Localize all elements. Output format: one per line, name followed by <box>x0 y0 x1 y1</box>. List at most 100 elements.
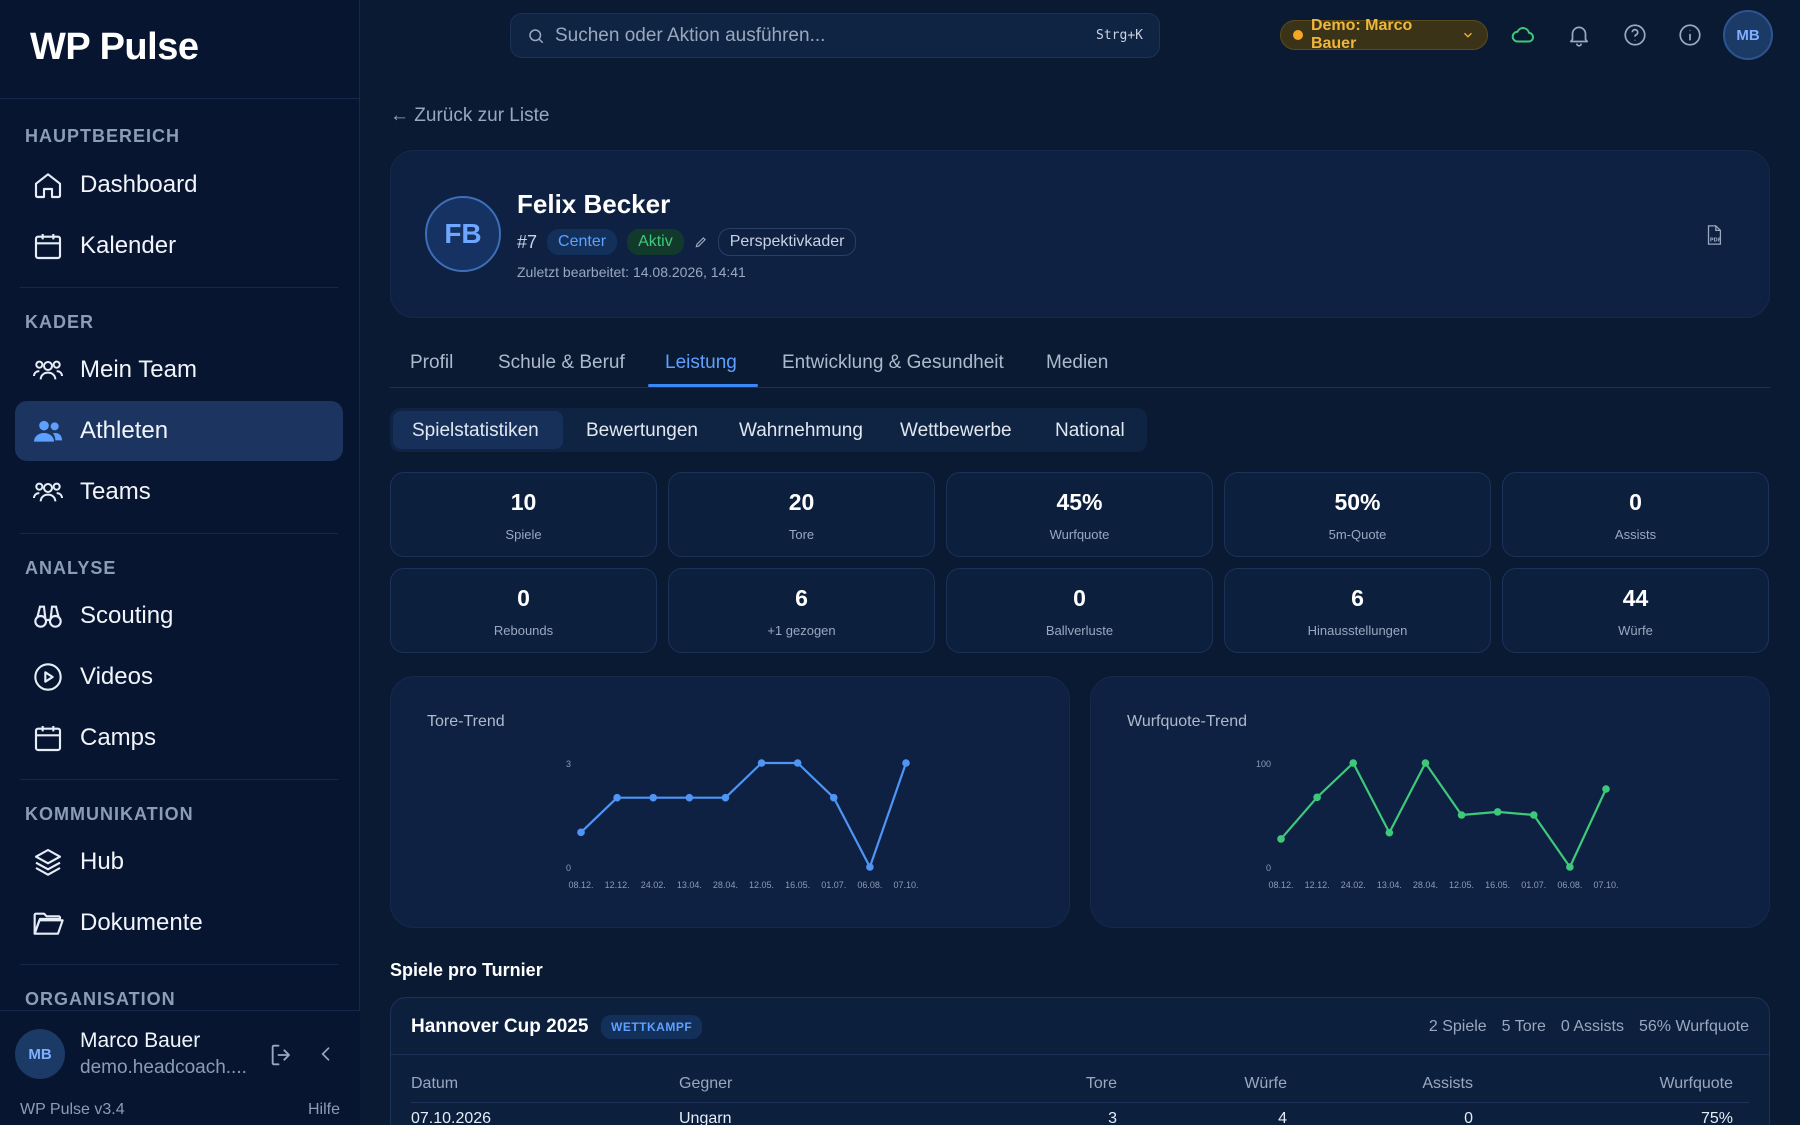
divider <box>0 98 360 99</box>
home-icon <box>31 168 65 202</box>
table-cell-assists: 0 <box>1464 1110 1473 1125</box>
data-point[interactable] <box>1457 811 1466 819</box>
summary-assists: 0 Assists <box>1560 1018 1624 1035</box>
sidebar-item-teams[interactable]: Teams <box>15 462 343 522</box>
stat-label: 5m-Quote <box>1328 527 1387 542</box>
data-point[interactable] <box>1529 811 1538 819</box>
folder-icon <box>31 906 65 940</box>
sidebar-item-camps[interactable]: Camps <box>15 708 343 768</box>
users-icon <box>31 353 65 387</box>
data-point[interactable] <box>1385 828 1394 837</box>
x-tick-label: 28.04. <box>1413 880 1438 890</box>
column-header: Assists <box>1422 1075 1473 1092</box>
demo-label: Demo: Marco Bauer <box>1310 17 1413 52</box>
data-point[interactable] <box>902 759 910 767</box>
stat-label: Hinausstellungen <box>1307 623 1408 638</box>
column-header: Wurfquote <box>1659 1075 1733 1092</box>
subtab-wahrnehmung[interactable]: Wahrnehmung <box>739 420 863 441</box>
sub-tabs: Spielstatistiken Bewertungen Wahrnehmung… <box>390 408 1147 452</box>
subtab-national[interactable]: National <box>1055 420 1125 441</box>
position-badge: Center <box>547 229 618 255</box>
sidebar-item-label: Camps <box>80 724 157 751</box>
x-tick-label: 12.05. <box>1449 880 1474 890</box>
stat-label: Ballverluste <box>1045 623 1114 638</box>
data-point[interactable] <box>685 793 694 802</box>
data-point[interactable] <box>793 759 802 767</box>
back-link[interactable]: ← Zurück zur Liste <box>390 105 550 126</box>
data-point[interactable] <box>721 793 730 802</box>
tab-medien[interactable]: Medien <box>1046 352 1109 373</box>
data-point[interactable] <box>1493 808 1502 816</box>
sidebar-item-label: Mein Team <box>80 356 197 383</box>
subtab-wettbewerbe[interactable]: Wettbewerbe <box>900 420 1012 441</box>
cloud-sync-icon[interactable] <box>1510 22 1536 48</box>
tab-schule-beruf[interactable]: Schule & Beruf <box>498 352 625 373</box>
data-point[interactable] <box>1421 759 1430 767</box>
stat-card-ballverluste: 0 Ballverluste <box>946 568 1213 653</box>
data-point[interactable] <box>829 793 838 802</box>
data-point[interactable] <box>1566 863 1574 871</box>
pdf-file-icon[interactable]: PDF <box>1703 224 1725 246</box>
section-label-kommunikation: KOMMUNIKATION <box>25 804 194 824</box>
sidebar-item-athleten[interactable]: Athleten <box>15 401 343 461</box>
x-tick-label: 06.08. <box>1557 880 1582 890</box>
data-point[interactable] <box>866 863 874 871</box>
tournament-card[interactable]: Hannover Cup 2025 WETTKAMPF 2 Spiele 5 T… <box>390 997 1770 1125</box>
sidebar-item-dokumente[interactable]: Dokumente <box>15 893 343 953</box>
sidebar-item-kalender[interactable]: Kalender <box>15 216 343 276</box>
athlete-name: Felix Becker <box>517 189 671 219</box>
app-logo[interactable]: WP Pulse <box>30 26 199 68</box>
main-tabs: Profil Schule & Beruf Leistung Entwicklu… <box>390 338 1770 388</box>
summary-shot-rate: 56% Wurfquote <box>1639 1018 1749 1035</box>
subtab-bewertungen[interactable]: Bewertungen <box>586 420 698 441</box>
chevron-left-icon[interactable] <box>316 1044 336 1064</box>
subtab-spielstatistiken[interactable]: Spielstatistiken <box>412 420 539 441</box>
tab-entwicklung-gesundheit[interactable]: Entwicklung & Gesundheit <box>782 352 1004 373</box>
data-point[interactable] <box>577 828 585 837</box>
x-tick-label: 12.12. <box>1305 880 1330 890</box>
info-icon[interactable] <box>1677 22 1703 48</box>
stat-value: 50% <box>1334 489 1381 515</box>
logout-icon[interactable] <box>268 1041 296 1069</box>
sidebar-item-videos[interactable]: Videos <box>15 647 343 707</box>
sidebar-item-label: Dashboard <box>80 171 198 198</box>
sidebar-item-scouting[interactable]: Scouting <box>15 586 343 646</box>
stat-card-wurfquote: 45% Wurfquote <box>946 472 1213 557</box>
avatar[interactable]: MB <box>1723 10 1773 60</box>
avatar[interactable]: MB <box>15 1029 65 1079</box>
x-tick-label: 16.05. <box>1485 880 1510 890</box>
section-label-kader: KADER <box>25 312 95 332</box>
sidebar-item-dashboard[interactable]: Dashboard <box>15 155 343 215</box>
data-point[interactable] <box>1602 785 1610 793</box>
chart-card-wurfquote-trend: Wurfquote-Trend 0 100 08.12. 12.12. 24.02. 13… <box>1090 676 1770 928</box>
column-header: Würfe <box>1244 1075 1287 1092</box>
search-input[interactable]: Suchen oder Aktion ausführen... Strg+K <box>510 13 1160 58</box>
sidebar-item-mein-team[interactable]: Mein Team <box>15 340 343 400</box>
series-line <box>580 761 908 869</box>
sidebar-item-hub[interactable]: Hub <box>15 832 343 892</box>
data-point[interactable] <box>1313 793 1321 802</box>
tab-leistung[interactable]: Leistung <box>665 352 737 373</box>
sidebar-item-label: Athleten <box>80 417 169 444</box>
x-tick-label: 08.12. <box>1268 880 1293 890</box>
x-tick-label: 16.05. <box>785 880 810 890</box>
data-point[interactable] <box>1277 835 1285 843</box>
divider <box>20 533 338 534</box>
data-point[interactable] <box>757 759 766 767</box>
edit-icon[interactable] <box>694 235 708 249</box>
demo-user-switcher[interactable]: Demo: Marco Bauer <box>1280 17 1488 52</box>
x-tick-label: 07.10. <box>893 880 918 890</box>
athlete-meta: #7 Center Aktiv Perspektivkader <box>517 228 857 256</box>
bell-icon[interactable] <box>1566 22 1592 48</box>
help-circle-icon[interactable] <box>1622 22 1648 48</box>
data-point[interactable] <box>613 793 621 802</box>
active-subtab-bg <box>393 411 563 449</box>
table-cell-goals: 3 <box>1108 1110 1117 1125</box>
stat-label: Assists <box>1614 527 1657 542</box>
data-point[interactable] <box>1349 759 1358 767</box>
section-label-organisation: ORGANISATION <box>25 989 176 1009</box>
help-link[interactable]: Hilfe <box>307 1101 340 1118</box>
series-line <box>1280 761 1607 869</box>
tab-profil[interactable]: Profil <box>410 352 454 373</box>
data-point[interactable] <box>649 793 658 802</box>
